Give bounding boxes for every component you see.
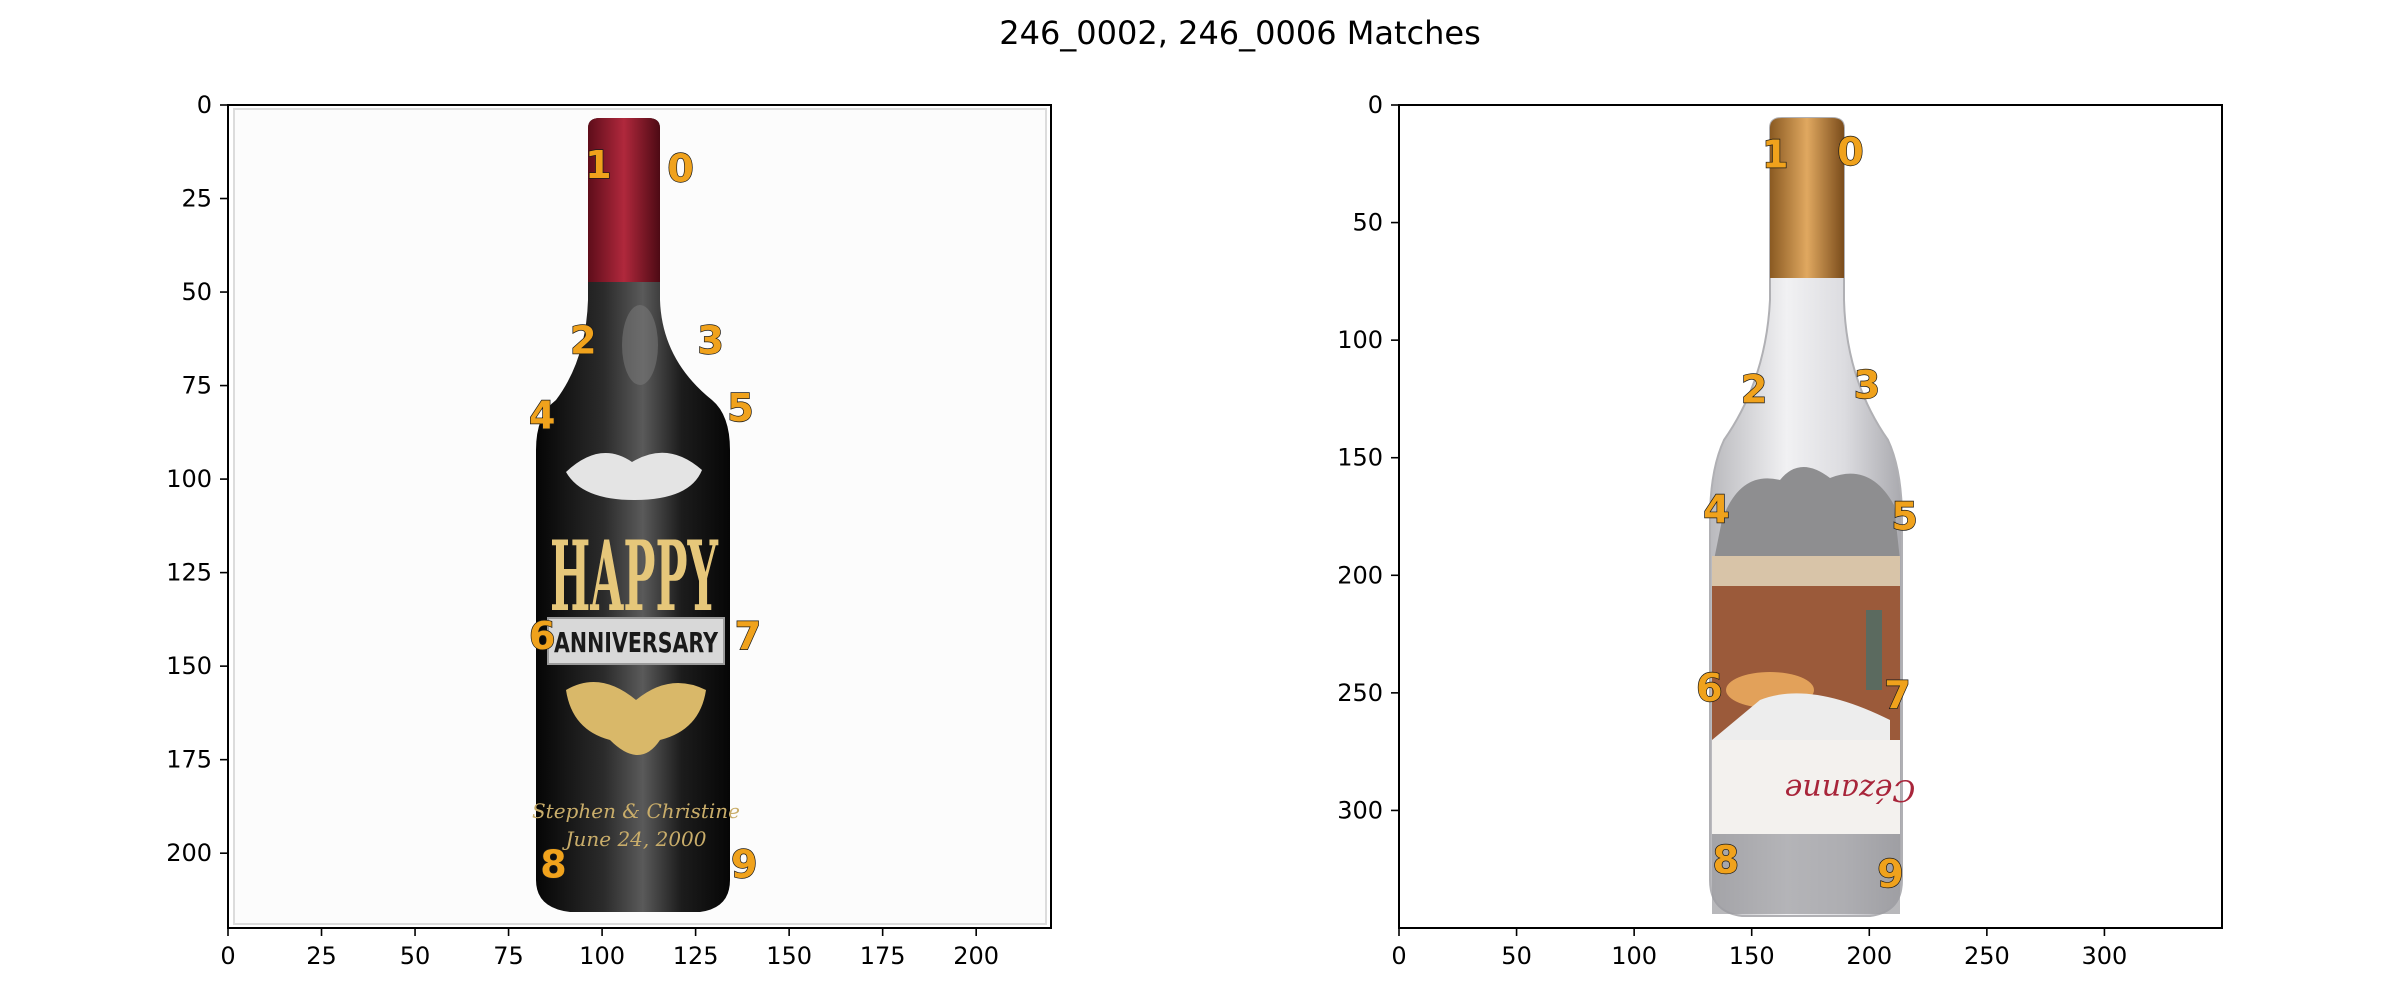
right-keypoint-6: 6 [1696,666,1722,710]
right-y-axis: 0 50 100 150 200 250 300 [1337,91,1399,824]
svg-text:HAPPY: HAPPY [550,520,719,633]
left-y-tick-label: 25 [181,185,212,213]
left-keypoint-2: 2 [570,319,596,363]
left-bottle-image: HAPPY ANNIVERSARY Stephen & Christine Ju… [233,108,1047,925]
right-x-tick-label: 0 [1391,942,1406,970]
left-keypoint-1: 1 [585,143,611,187]
left-keypoint-4: 4 [529,393,555,437]
left-y-axis: 0 25 50 75 100 125 150 175 200 [166,91,228,867]
right-panel: Cézanne 0 50 100 150 200 250 300 0501001502002… [1337,91,2223,970]
left-keypoint-6: 6 [529,614,555,658]
right-keypoint-5: 5 [1891,495,1917,539]
svg-text:Cézanne: Cézanne [1785,772,1916,807]
left-x-tick-label: 200 [953,942,999,970]
right-x-tick-label: 200 [1846,942,1892,970]
right-y-tick-label: 0 [1368,91,1383,119]
left-plot-frame [227,104,1052,929]
left-x-tick-label: 50 [400,942,431,970]
right-x-tick-label: 300 [2082,942,2128,970]
right-y-tick-label: 150 [1337,444,1383,472]
right-keypoints: 0 1 2 3 4 5 6 7 8 9 [1695,129,1918,896]
right-keypoint-4: 4 [1703,487,1729,531]
left-x-tick-label: 100 [579,942,625,970]
left-x-axis: 0 25 50 75 100 125 150 175 200 [220,928,999,970]
left-y-tick-label: 200 [166,839,212,867]
left-keypoint-9: 9 [731,842,757,886]
left-keypoint-8: 8 [540,842,566,886]
right-x-tick-label: 50 [1501,942,1532,970]
left-y-tick-label: 0 [197,91,212,119]
left-y-tick-label: 175 [166,746,212,774]
right-y-tick-label: 250 [1337,679,1383,707]
right-keypoint-0: 0 [1837,130,1863,174]
left-x-tick-label: 150 [766,942,812,970]
right-y-tick-label: 100 [1337,326,1383,354]
figure-title: 246_0002, 246_0006 Matches [999,14,1481,52]
left-y-tick-label: 125 [166,559,212,587]
left-keypoint-7: 7 [735,614,761,658]
left-x-tick-label: 75 [493,942,524,970]
right-keypoint-8: 8 [1713,838,1739,882]
left-y-tick-label: 100 [166,465,212,493]
right-keypoint-7: 7 [1884,673,1910,717]
left-x-tick-label: 25 [306,942,337,970]
right-keypoint-2: 2 [1741,368,1767,412]
right-keypoint-3: 3 [1854,363,1880,407]
left-keypoint-5: 5 [727,386,753,430]
svg-text:ANNIVERSARY: ANNIVERSARY [554,626,719,659]
right-x-axis: 0 50 100 150 200 250 300 [1391,928,2127,970]
svg-text:Stephen & Christine: Stephen & Christine [532,799,740,823]
left-y-tick-label: 150 [166,652,212,680]
left-x-tick-label: 0 [220,942,235,970]
right-keypoint-9: 9 [1877,852,1903,896]
right-x-tick-label: 250 [1964,942,2010,970]
left-y-tick-label: 50 [181,278,212,306]
left-keypoints: 0 1 2 3 4 5 6 7 8 9 [528,142,762,887]
left-y-tick-label: 75 [181,372,212,400]
left-x-tick-label: 125 [673,942,719,970]
left-keypoint-0: 0 [667,147,693,191]
right-keypoint-1: 1 [1762,132,1788,176]
right-x-tick-label: 150 [1729,942,1775,970]
right-x-tick-label: 100 [1611,942,1657,970]
right-y-tick-label: 300 [1337,796,1383,824]
right-bottle-image: Cézanne [1709,117,1916,917]
right-y-tick-label: 50 [1352,209,1383,237]
right-y-tick-label: 200 [1337,561,1383,589]
left-x-tick-label: 175 [860,942,906,970]
svg-text:June 24, 2000: June 24, 2000 [561,827,706,851]
right-plot-frame [1398,104,2223,929]
left-keypoint-3: 3 [697,319,723,363]
left-panel: HAPPY ANNIVERSARY Stephen & Christine Ju… [166,91,1052,970]
